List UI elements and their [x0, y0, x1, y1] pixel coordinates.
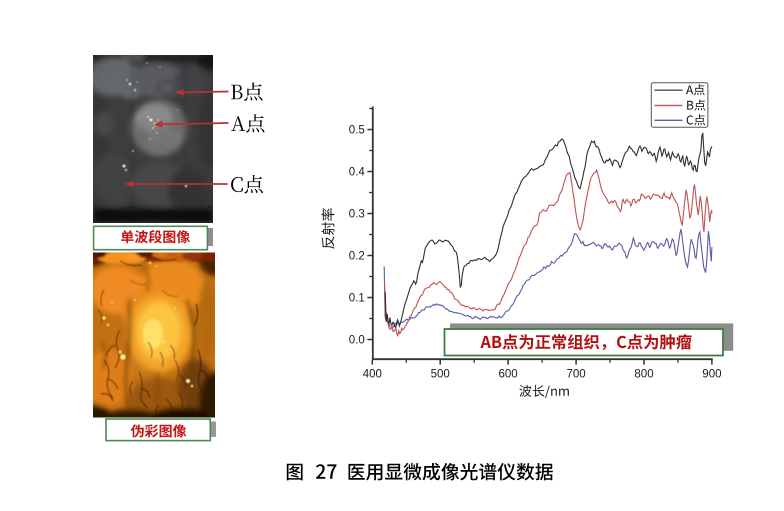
svg-text:0.1: 0.1	[349, 293, 365, 305]
svg-text:500: 500	[431, 369, 450, 381]
svg-text:0.4: 0.4	[349, 167, 366, 179]
svg-text:900: 900	[702, 369, 721, 381]
svg-text:700: 700	[567, 369, 586, 381]
svg-text:600: 600	[499, 369, 518, 381]
svg-text:0.0: 0.0	[349, 335, 365, 347]
svg-text:400: 400	[363, 369, 382, 381]
svg-text:0.2: 0.2	[349, 251, 365, 263]
svg-text:0.3: 0.3	[349, 209, 365, 221]
svg-text:800: 800	[634, 369, 653, 381]
svg-text:0.5: 0.5	[349, 125, 365, 137]
